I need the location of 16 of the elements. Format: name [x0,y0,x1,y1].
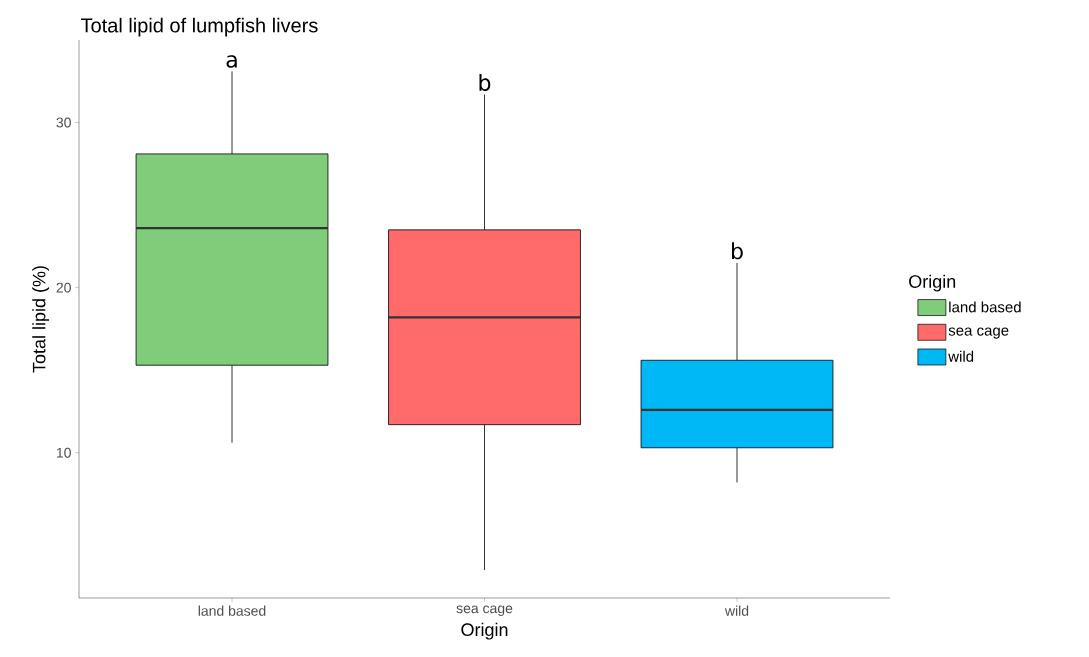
x-tick-label: sea cage [456,605,513,616]
legend-label: wild [948,350,974,362]
x-tick-label: land based [198,605,266,616]
annotation: b [479,73,491,91]
annotation: b [732,242,743,260]
legend-label: sea cage [948,327,1009,339]
y-tick-label: 30 [56,117,71,128]
y-axis-title: Total lipid (%) [32,266,50,373]
y-tick-label: 10 [56,447,71,458]
x-axis-title: Origin [461,622,508,640]
chart-title: Total lipid of lumpfish livers [80,17,318,37]
legend-label: land based [949,301,1021,313]
annotation: a [226,55,237,68]
x-tick-label: wild [724,605,749,616]
y-tick-label: 20 [56,282,71,293]
legend-title: Origin [909,274,956,292]
